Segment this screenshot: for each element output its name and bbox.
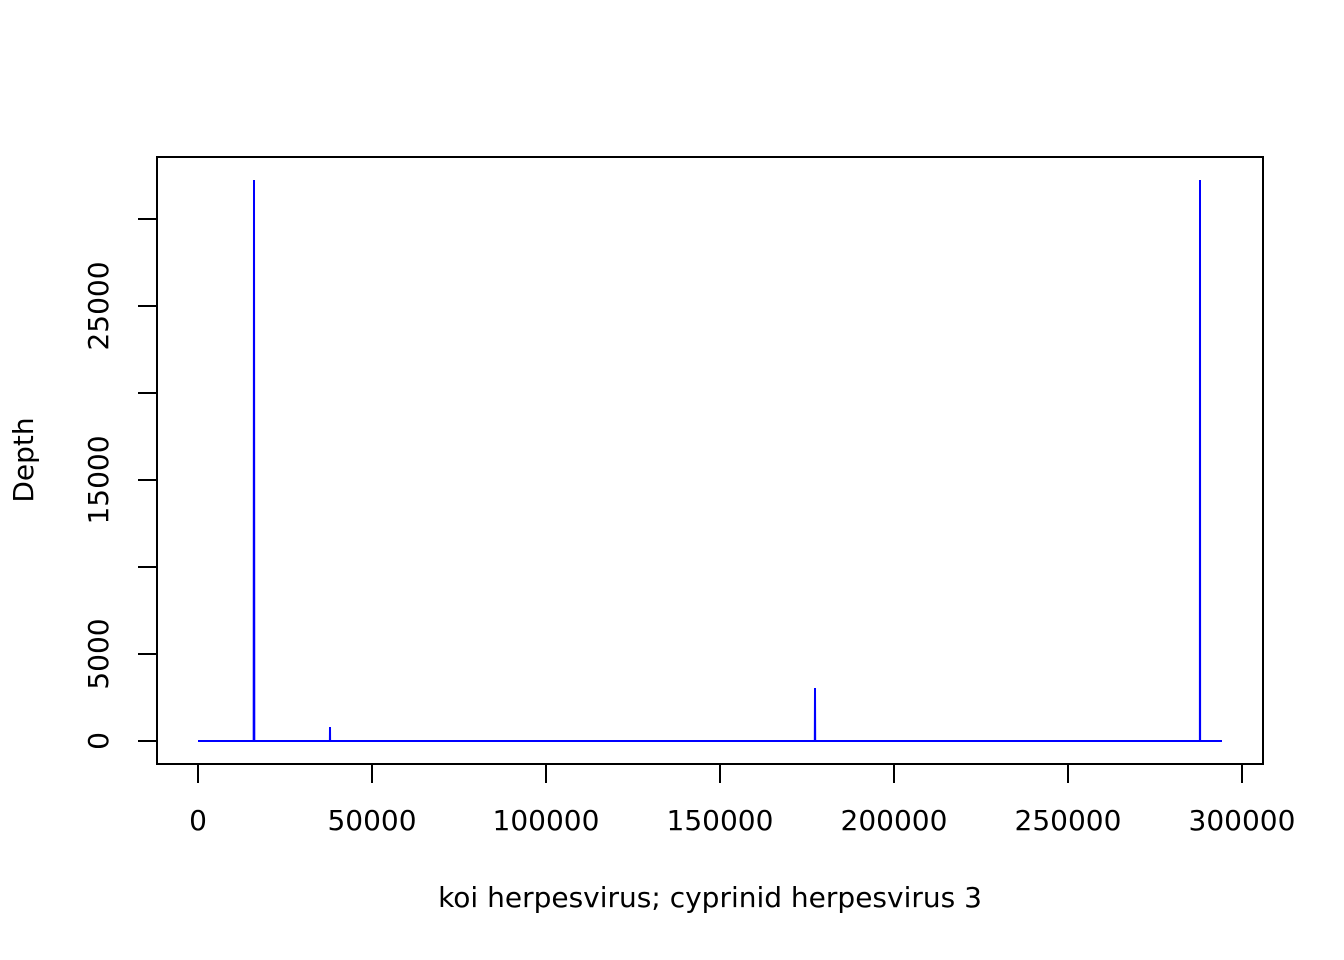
y-tick-label: 25000 bbox=[82, 261, 115, 350]
x-tick-label: 300000 bbox=[1189, 804, 1296, 837]
y-tick-label: 0 bbox=[82, 732, 115, 750]
x-tick-label: 50000 bbox=[327, 804, 416, 837]
x-tick-label: 0 bbox=[189, 804, 207, 837]
x-tick-label: 250000 bbox=[1015, 804, 1122, 837]
y-tick-label: 15000 bbox=[82, 435, 115, 524]
x-tick-label: 150000 bbox=[667, 804, 774, 837]
y-axis-label: Depth bbox=[7, 417, 40, 502]
x-axis-label: koi herpesvirus; cyprinid herpesvirus 3 bbox=[438, 881, 982, 914]
x-tick-label: 100000 bbox=[493, 804, 600, 837]
plot-frame bbox=[156, 156, 1264, 765]
x-tick-label: 200000 bbox=[841, 804, 948, 837]
data-line bbox=[198, 180, 1222, 742]
y-tick-label: 5000 bbox=[82, 618, 115, 689]
